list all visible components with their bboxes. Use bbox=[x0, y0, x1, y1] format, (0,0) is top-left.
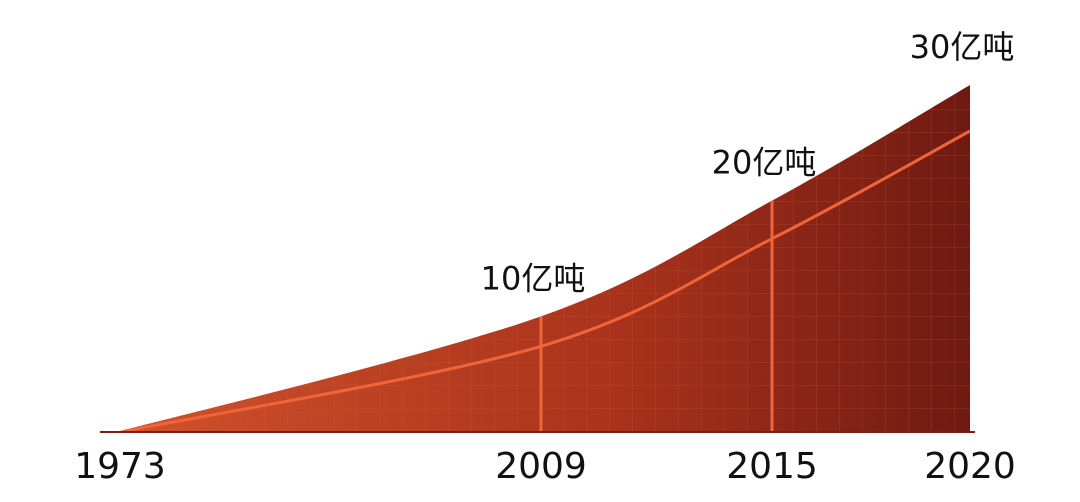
x-tick-label: 1973 bbox=[74, 446, 166, 487]
data-label: 10亿吨 bbox=[481, 259, 586, 297]
curve-highlight bbox=[119, 129, 970, 432]
data-label: 20亿吨 bbox=[712, 144, 817, 182]
x-tick-label: 2009 bbox=[495, 446, 587, 487]
plot bbox=[100, 85, 975, 433]
x-tick-label: 2020 bbox=[924, 446, 1016, 487]
x-tick-label: 2015 bbox=[726, 446, 818, 487]
data-label: 30亿吨 bbox=[910, 28, 1015, 66]
